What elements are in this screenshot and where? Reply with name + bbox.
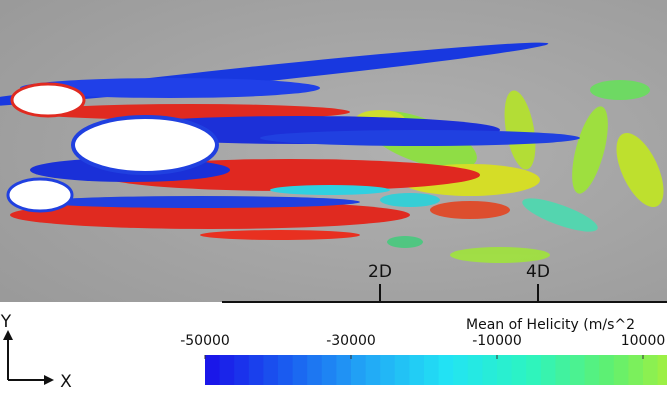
cylinder [6,177,74,213]
colorbar-block [292,355,308,385]
cylinder [10,82,86,118]
colorbar-block [424,355,440,385]
colorbar-block [599,355,615,385]
colorbar-tick-label: -30000 [326,333,376,349]
colorbar-block [278,355,294,385]
streak [20,78,320,98]
colorbar-block [613,355,629,385]
vortex [572,106,608,194]
axes-icon [3,330,54,385]
colorbar-block [263,355,279,385]
colorbar-block [628,355,644,385]
x-arrowhead [44,375,54,385]
streak [200,230,360,240]
colorbar-block [497,355,513,385]
colorbar-block [570,355,586,385]
colorbar-block [321,355,337,385]
colorbar-block [380,355,396,385]
colorbar-block [351,355,367,385]
colorbar-tick-label: -10000 [472,333,522,349]
vortex [590,80,650,100]
colorbar-block [453,355,469,385]
colorbar-block [438,355,454,385]
streak [270,185,390,195]
colorbar-tick-label: -50000 [180,333,230,349]
colorbar-block [205,355,221,385]
colorbar-block [540,355,556,385]
colorbar-block [307,355,323,385]
colorbar-block [394,355,410,385]
colorbar-block [409,355,425,385]
scale-label: 2D [368,262,392,282]
vortex [387,236,423,248]
colorbar-block [336,355,352,385]
colorbar-block [482,355,498,385]
colorbar-block [234,355,250,385]
x-axis-label: X [60,372,72,392]
colorbar-block [467,355,483,385]
vortex [504,90,536,170]
streak [10,201,410,229]
colorbar-block [219,355,235,385]
streak [30,104,350,120]
y-arrowhead [3,330,13,340]
streak [40,196,360,208]
colorbar-tick-label: 10000 [621,333,666,349]
colorbar-block [511,355,527,385]
streak [260,130,580,146]
colorbar-block [526,355,542,385]
cylinder [71,115,219,175]
colorbar-block [643,355,659,385]
colorbar-block [365,355,381,385]
colorbar-block [248,355,264,385]
y-axis-label: Y [0,312,12,332]
vortex [616,132,664,208]
flow-render [0,0,667,302]
vortex [430,201,510,219]
vortex [522,198,598,232]
colorbar-title: Mean of Helicity (m/s^2 [466,317,635,333]
colorbar-block [584,355,600,385]
scale-label: 4D [526,262,550,282]
colorbar: -50000 -30000 -10000 10000 [180,333,667,385]
vortex [380,193,440,207]
colorbar-block [555,355,571,385]
vortex [450,247,550,263]
colorbar-block [657,355,667,385]
